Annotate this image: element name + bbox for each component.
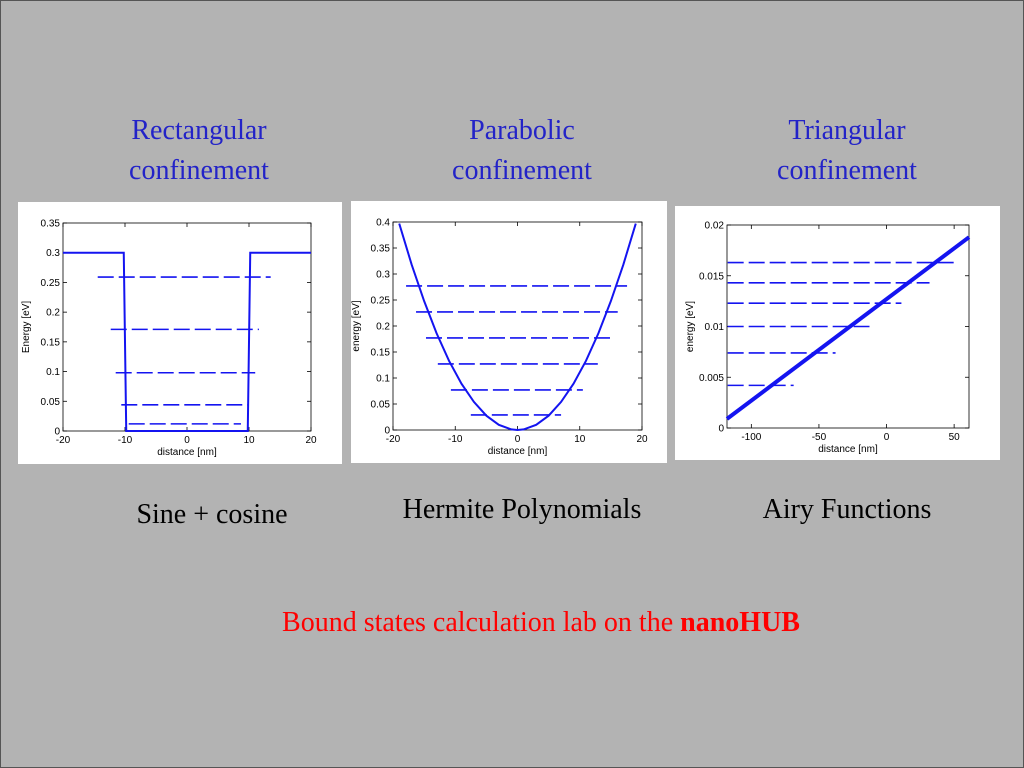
x-tick-label: -10 <box>118 435 133 446</box>
y-tick-label: 0.05 <box>371 400 391 411</box>
y-tick-label: 0.01 <box>705 322 725 333</box>
slide-title: Triangular confinement <box>777 115 917 186</box>
y-tick-label: 0.15 <box>371 348 391 359</box>
chart-panel <box>351 201 667 463</box>
y-tick-label: 0.1 <box>46 367 60 378</box>
x-tick-label: 0 <box>884 432 890 443</box>
slide-title: Rectangular confinement <box>129 115 269 186</box>
footer: Bound states calculation lab on the nanoH… <box>1 607 1024 639</box>
caption: Sine + cosine <box>136 499 288 530</box>
y-tick-label: 0.35 <box>371 244 391 255</box>
y-axis-label: Energy [eV] <box>21 301 32 353</box>
y-tick-label: 0 <box>54 427 60 438</box>
y-tick-label: 0.25 <box>41 278 61 289</box>
y-tick-label: 0.005 <box>699 373 724 384</box>
y-tick-label: 0 <box>718 424 724 435</box>
x-tick-label: 50 <box>949 432 961 443</box>
y-tick-label: 0.4 <box>376 218 390 229</box>
y-tick-label: 0.1 <box>376 374 390 385</box>
y-tick-label: 0.2 <box>376 322 390 333</box>
footer-emphasis: nanoHUB <box>680 607 800 638</box>
x-tick-label: 20 <box>305 435 317 446</box>
caption: Hermite Polynomials <box>402 494 642 525</box>
x-axis-label: distance [nm] <box>157 447 217 458</box>
potential-line <box>63 251 311 432</box>
slide-title: Parabolic confinement <box>452 115 592 186</box>
chart-panel <box>675 206 1000 460</box>
y-tick-label: 0.2 <box>46 308 60 319</box>
x-tick-label: 0 <box>184 435 190 446</box>
y-tick-label: 0 <box>384 426 390 437</box>
potential-line <box>398 223 637 432</box>
x-axis-label: distance [nm] <box>818 444 878 455</box>
y-tick-label: 0.02 <box>705 221 725 232</box>
x-tick-label: -10 <box>448 434 463 445</box>
footer-text: Bound states calculation lab on the <box>282 607 674 638</box>
y-tick-label: 0.35 <box>41 219 61 230</box>
x-tick-label: 10 <box>243 435 255 446</box>
y-tick-label: 0.15 <box>41 337 61 348</box>
y-tick-label: 0.25 <box>371 296 391 307</box>
y-tick-label: 0.05 <box>41 397 61 408</box>
x-tick-label: -20 <box>386 434 401 445</box>
x-tick-label: -50 <box>812 432 827 443</box>
y-tick-label: 0.3 <box>376 270 390 281</box>
y-tick-label: 0.015 <box>699 271 724 282</box>
x-tick-label: 20 <box>636 434 648 445</box>
y-axis-label: energy [eV] <box>685 301 696 352</box>
x-tick-label: 0 <box>515 434 521 445</box>
y-tick-label: 0.3 <box>46 248 60 259</box>
x-axis-label: distance [nm] <box>488 446 548 457</box>
caption: Airy Functions <box>762 494 932 525</box>
x-tick-label: 10 <box>574 434 586 445</box>
potential-line <box>725 235 971 421</box>
x-tick-label: -20 <box>56 435 71 446</box>
y-axis-label: energy [eV] <box>351 300 362 351</box>
x-tick-label: -100 <box>741 432 761 443</box>
chart-panel <box>18 202 342 464</box>
